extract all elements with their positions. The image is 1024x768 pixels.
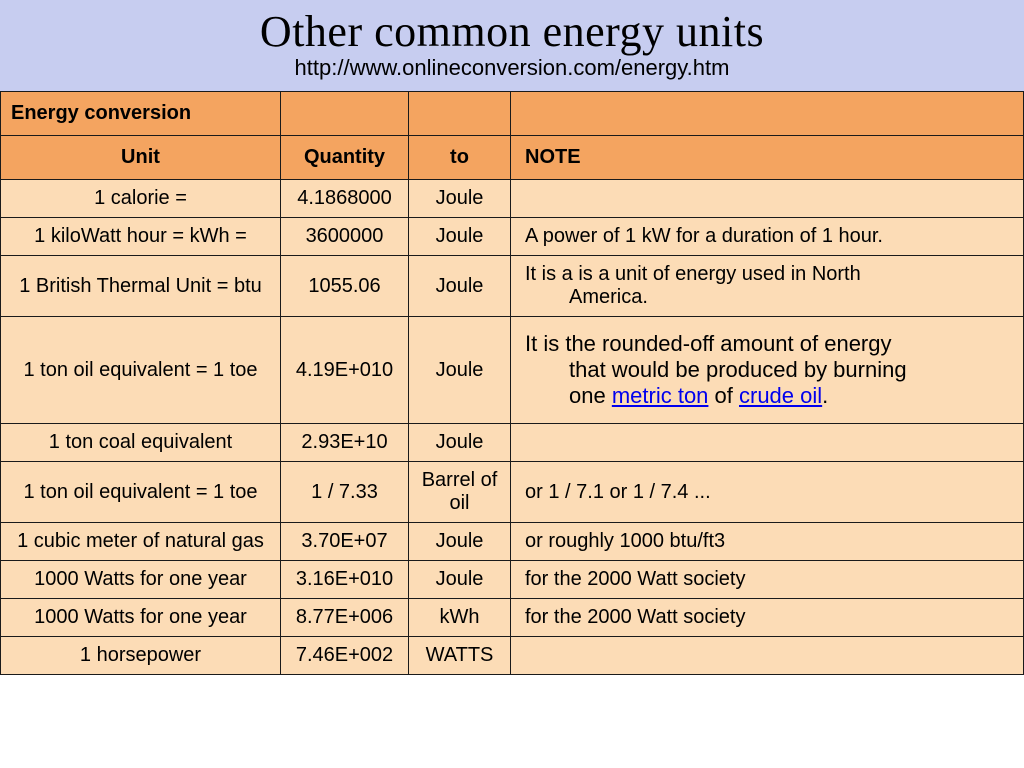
cell-qty: 8.77E+006 bbox=[281, 599, 409, 637]
cell-to: Joule bbox=[409, 317, 511, 424]
cell-note bbox=[511, 424, 1024, 462]
table-row: 1 ton coal equivalent 2.93E+10 Joule bbox=[1, 424, 1024, 462]
note-line2: America. bbox=[525, 286, 1013, 309]
table-row: 1 ton oil equivalent = 1 toe 4.19E+010 J… bbox=[1, 317, 1024, 424]
cell-qty: 3.70E+07 bbox=[281, 523, 409, 561]
cell-unit: 1000 Watts for one year bbox=[1, 561, 281, 599]
table-section-row: Energy conversion bbox=[1, 92, 1024, 136]
cell-qty: 4.1868000 bbox=[281, 180, 409, 218]
empty-cell bbox=[281, 92, 409, 136]
energy-conversion-table: Energy conversion Unit Quantity to NOTE … bbox=[0, 91, 1024, 675]
link-metric-ton[interactable]: metric ton bbox=[612, 383, 709, 408]
cell-to: Joule bbox=[409, 561, 511, 599]
table-row: 1000 Watts for one year 8.77E+006 kWh fo… bbox=[1, 599, 1024, 637]
table-row: 1 horsepower 7.46E+002 WATTS bbox=[1, 637, 1024, 675]
cell-qty: 1055.06 bbox=[281, 256, 409, 317]
table-row: 1 ton oil equivalent = 1 toe 1 / 7.33 Ba… bbox=[1, 462, 1024, 523]
cell-qty: 1 / 7.33 bbox=[281, 462, 409, 523]
note-line3: one metric ton of crude oil. bbox=[525, 383, 1013, 409]
table-header-row: Unit Quantity to NOTE bbox=[1, 136, 1024, 180]
note-line2: that would be produced by burning bbox=[525, 357, 1013, 383]
col-quantity: Quantity bbox=[281, 136, 409, 180]
col-note: NOTE bbox=[511, 136, 1024, 180]
cell-unit: 1 ton coal equivalent bbox=[1, 424, 281, 462]
cell-to: Joule bbox=[409, 218, 511, 256]
cell-unit: 1 horsepower bbox=[1, 637, 281, 675]
cell-qty: 2.93E+10 bbox=[281, 424, 409, 462]
col-unit: Unit bbox=[1, 136, 281, 180]
cell-note: for the 2000 Watt society bbox=[511, 561, 1024, 599]
cell-qty: 4.19E+010 bbox=[281, 317, 409, 424]
note-line1: It is the rounded-off amount of energy bbox=[525, 331, 892, 356]
cell-note bbox=[511, 637, 1024, 675]
empty-cell bbox=[511, 92, 1024, 136]
cell-to: Joule bbox=[409, 180, 511, 218]
cell-unit: 1 calorie = bbox=[1, 180, 281, 218]
cell-unit: 1000 Watts for one year bbox=[1, 599, 281, 637]
cell-to: Joule bbox=[409, 424, 511, 462]
table-row: 1 cubic meter of natural gas 3.70E+07 Jo… bbox=[1, 523, 1024, 561]
cell-unit: 1 British Thermal Unit = btu bbox=[1, 256, 281, 317]
col-to: to bbox=[409, 136, 511, 180]
cell-unit: 1 ton oil equivalent = 1 toe bbox=[1, 462, 281, 523]
cell-qty: 3600000 bbox=[281, 218, 409, 256]
cell-to: Barrel of oil bbox=[409, 462, 511, 523]
page-title: Other common energy units bbox=[0, 6, 1024, 57]
table-row: 1 British Thermal Unit = btu 1055.06 Jou… bbox=[1, 256, 1024, 317]
cell-qty: 3.16E+010 bbox=[281, 561, 409, 599]
note-line1: It is a is a unit of energy used in Nort… bbox=[525, 263, 861, 285]
page-subtitle: http://www.onlineconversion.com/energy.h… bbox=[0, 55, 1024, 81]
cell-note: A power of 1 kW for a duration of 1 hour… bbox=[511, 218, 1024, 256]
cell-note bbox=[511, 180, 1024, 218]
cell-to: Joule bbox=[409, 523, 511, 561]
cell-note: for the 2000 Watt society bbox=[511, 599, 1024, 637]
link-crude-oil[interactable]: crude oil bbox=[739, 383, 822, 408]
table-row: 1000 Watts for one year 3.16E+010 Joule … bbox=[1, 561, 1024, 599]
cell-to: kWh bbox=[409, 599, 511, 637]
cell-to: WATTS bbox=[409, 637, 511, 675]
table-row: 1 calorie = 4.1868000 Joule bbox=[1, 180, 1024, 218]
cell-unit: 1 cubic meter of natural gas bbox=[1, 523, 281, 561]
table-row: 1 kiloWatt hour = kWh = 3600000 Joule A … bbox=[1, 218, 1024, 256]
cell-qty: 7.46E+002 bbox=[281, 637, 409, 675]
cell-note: or roughly 1000 btu/ft3 bbox=[511, 523, 1024, 561]
cell-unit: 1 kiloWatt hour = kWh = bbox=[1, 218, 281, 256]
slide-header: Other common energy units http://www.onl… bbox=[0, 0, 1024, 91]
cell-to: Joule bbox=[409, 256, 511, 317]
section-label: Energy conversion bbox=[1, 92, 281, 136]
cell-note: It is a is a unit of energy used in Nort… bbox=[511, 256, 1024, 317]
cell-note: It is the rounded-off amount of energy t… bbox=[511, 317, 1024, 424]
cell-unit: 1 ton oil equivalent = 1 toe bbox=[1, 317, 281, 424]
cell-note: or 1 / 7.1 or 1 / 7.4 ... bbox=[511, 462, 1024, 523]
empty-cell bbox=[409, 92, 511, 136]
